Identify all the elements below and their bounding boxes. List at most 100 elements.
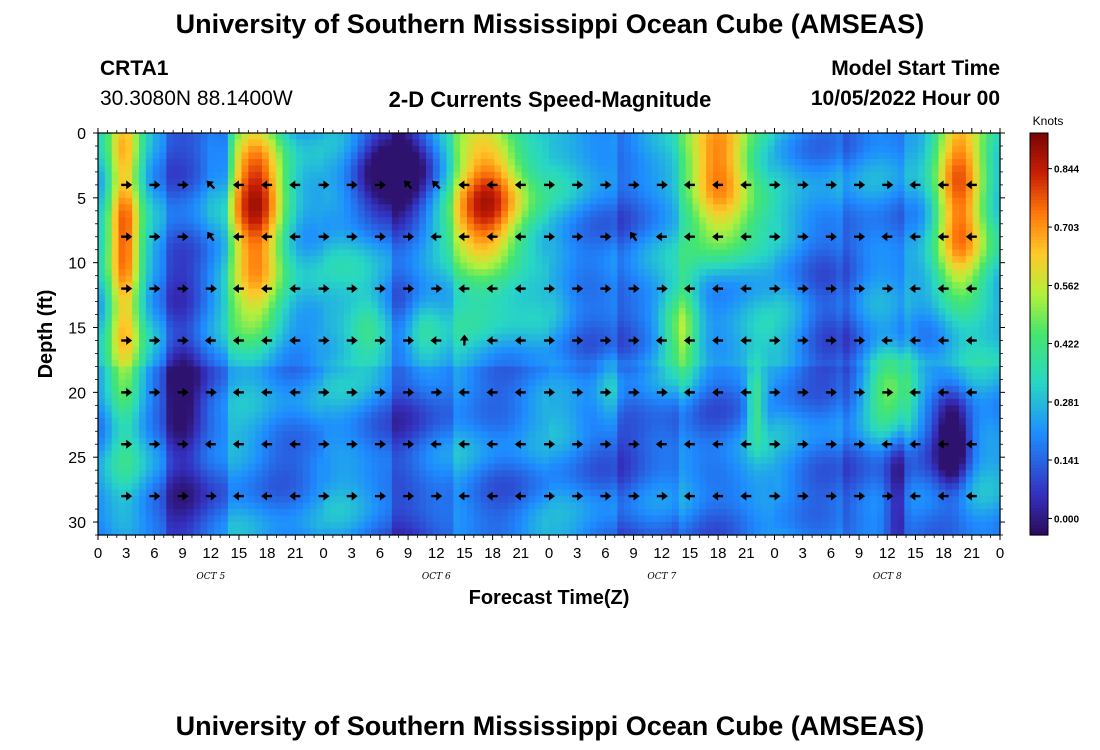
heatmap-cell (562, 359, 571, 368)
heatmap-cell (159, 223, 167, 231)
heatmap-cell (132, 230, 140, 238)
heatmap-cell (405, 249, 413, 257)
heatmap-cell (514, 288, 523, 296)
heatmap-cell (562, 314, 571, 322)
heatmap-cell (849, 243, 858, 251)
heatmap-cell (323, 210, 331, 218)
heatmap-cell (678, 197, 687, 205)
heatmap-cell (385, 282, 393, 290)
heatmap-cell (562, 133, 571, 141)
heatmap-cell (480, 236, 489, 244)
heatmap-cell (296, 158, 304, 167)
heatmap-cell (699, 288, 707, 296)
heatmap-cell (180, 197, 188, 205)
heatmap-cell (562, 197, 571, 205)
heatmap-cell (549, 171, 557, 179)
heatmap-cell (514, 301, 523, 309)
heatmap-cell (118, 184, 126, 192)
heatmap-cell (952, 171, 960, 179)
heatmap-cell (234, 275, 243, 283)
heatmap-cell (952, 197, 960, 205)
heatmap-cell (186, 366, 195, 374)
heatmap-cell (760, 249, 769, 257)
heatmap-cell (323, 152, 331, 160)
heatmap-cell (754, 165, 762, 173)
heatmap-cell (528, 334, 536, 342)
heatmap-cell (344, 249, 352, 257)
heatmap-cell (508, 139, 516, 147)
heatmap-cell (227, 178, 236, 186)
heatmap-cell (699, 275, 707, 283)
heatmap-cell (214, 372, 222, 380)
heatmap-cell (931, 230, 940, 238)
heatmap-cell (432, 230, 441, 238)
heatmap-cell (754, 340, 762, 348)
heatmap-cell (514, 334, 523, 342)
heatmap-cell (152, 359, 161, 368)
heatmap-cell (412, 197, 420, 205)
heatmap-cell (282, 321, 290, 329)
heatmap-cell (344, 314, 352, 322)
heatmap-cell (692, 178, 700, 186)
heatmap-cell (453, 133, 461, 141)
heatmap-cell (296, 321, 304, 329)
heatmap-cell (808, 288, 817, 296)
heatmap-cell (467, 158, 475, 167)
heatmap-cell (419, 217, 427, 225)
heatmap-cell (152, 301, 161, 309)
heatmap-cell (528, 256, 536, 264)
heatmap-cell (173, 139, 181, 147)
heatmap-cell (262, 139, 270, 147)
heatmap-cell (152, 275, 161, 283)
heatmap-cell (514, 165, 523, 173)
heatmap-cell (118, 359, 126, 368)
heatmap-cell (282, 295, 290, 303)
heatmap-cell (870, 197, 878, 205)
heatmap-cell (870, 314, 878, 322)
heatmap-cell (398, 197, 407, 205)
heatmap-cell (145, 249, 154, 257)
heatmap-cell (747, 314, 755, 322)
heatmap-cell (296, 372, 304, 380)
heatmap-cell (241, 340, 249, 348)
heatmap-cell (952, 133, 960, 141)
heatmap-cell (685, 249, 694, 257)
heatmap-cell (801, 145, 810, 154)
heatmap-cell (166, 165, 174, 173)
heatmap-cell (275, 301, 284, 309)
heatmap-cell (446, 145, 454, 154)
heatmap-cell (692, 145, 700, 154)
heatmap-cell (145, 223, 154, 231)
heatmap-cell (193, 184, 202, 192)
heatmap-cell (863, 152, 871, 160)
heatmap-cell (282, 372, 290, 380)
heatmap-cell (781, 236, 789, 244)
heatmap-cell (795, 327, 803, 335)
heatmap-cell (993, 152, 1001, 160)
heatmap-cell (118, 230, 126, 238)
heatmap-cell (528, 236, 536, 244)
heatmap-cell (344, 359, 352, 368)
heatmap-cell (829, 184, 837, 192)
heatmap-cell (378, 249, 386, 257)
heatmap-cell (542, 145, 550, 154)
heatmap-cell (959, 191, 967, 199)
heatmap-cell (535, 340, 543, 348)
heatmap-cell (959, 178, 967, 186)
heatmap-cell (603, 217, 612, 225)
heatmap-cell (829, 139, 837, 147)
heatmap-cell (542, 223, 550, 231)
heatmap-cell (371, 359, 379, 368)
heatmap-cell (631, 275, 639, 283)
heatmap-cell (159, 256, 167, 264)
heatmap-cell (918, 308, 926, 316)
heatmap-cell (562, 275, 571, 283)
heatmap-cell (938, 249, 946, 257)
heatmap-cell (767, 133, 776, 141)
heatmap-cell (549, 133, 557, 141)
heatmap-cell (849, 353, 858, 361)
heatmap-cell (795, 178, 803, 186)
heatmap-cell (842, 301, 851, 309)
heatmap-cell (569, 256, 577, 264)
heatmap-cell (931, 204, 940, 212)
